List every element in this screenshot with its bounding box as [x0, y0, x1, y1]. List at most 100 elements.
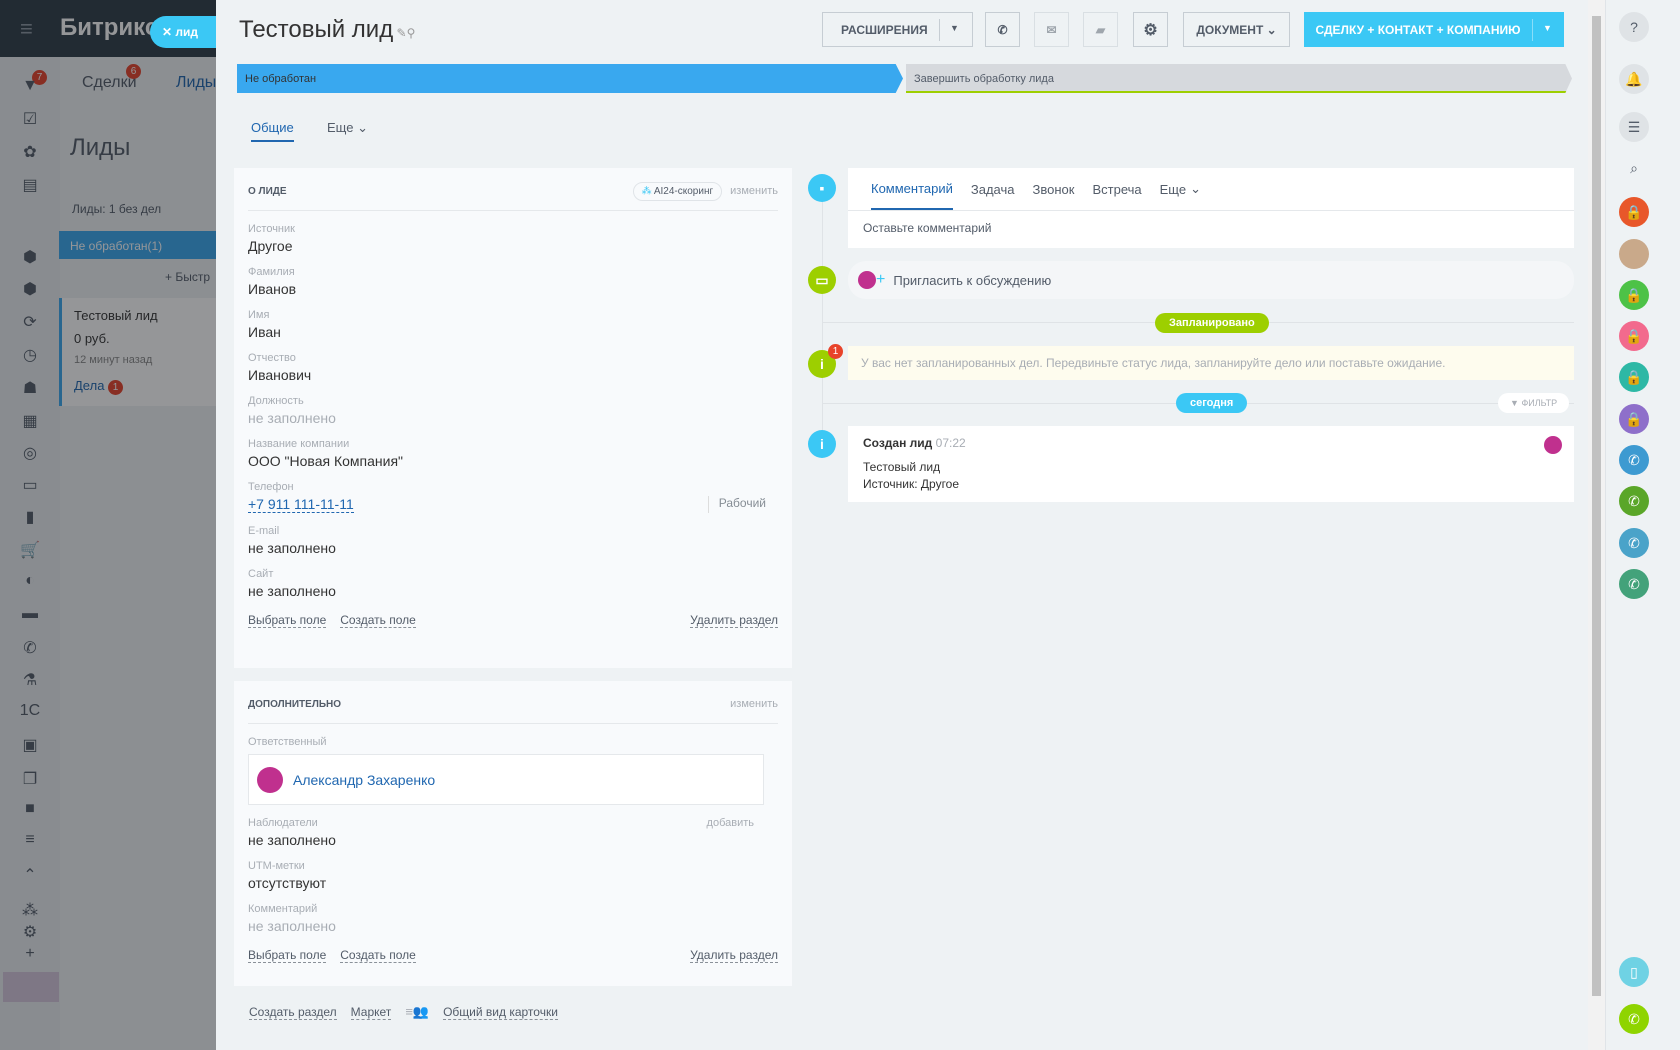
settings-button[interactable]: ⚙: [1133, 12, 1168, 47]
lead-card-deals[interactable]: Дела 1: [74, 378, 204, 395]
create-field-link[interactable]: Создать поле: [340, 613, 416, 628]
close-slider-button[interactable]: ✕ лид: [150, 16, 220, 48]
convert-button[interactable]: СДЕЛКУ + КОНТАКТ + КОМПАНИЮ ▼: [1304, 12, 1564, 47]
grid-icon[interactable]: ▦: [22, 413, 38, 430]
chat-icon: ▰: [1095, 22, 1106, 37]
chevron-down-icon: ⌄: [1190, 181, 1201, 196]
video-icon[interactable]: ■: [25, 800, 35, 817]
edit-link[interactable]: изменить: [730, 185, 778, 197]
extensions-button[interactable]: РАСШИРЕНИЯ ▼: [822, 12, 973, 47]
phone-chat-icon[interactable]: ✆: [1619, 569, 1649, 599]
field-value: Иванов: [248, 281, 297, 297]
phone-chat-icon[interactable]: ✆: [1619, 486, 1649, 516]
cart-icon[interactable]: 🛒: [20, 542, 40, 559]
phone-icon[interactable]: ✆: [23, 640, 37, 657]
mobile-icon[interactable]: ▯: [1619, 957, 1649, 987]
sitemap-icon[interactable]: ⁂: [22, 902, 38, 919]
phone-link[interactable]: +7 911 111-11-11: [248, 496, 354, 513]
comment-icon: ▪: [808, 174, 836, 202]
tab-more[interactable]: Еще ⌄: [327, 120, 368, 135]
field-label: Комментарий: [248, 903, 318, 915]
help-icon[interactable]: ?: [1619, 12, 1649, 42]
stage-current[interactable]: Не обработан: [237, 64, 903, 93]
chevron-down-icon: ⌄: [1266, 22, 1277, 37]
lock-chat-icon[interactable]: 🔒: [1619, 321, 1649, 351]
timeline-tab[interactable]: Встреча: [1092, 181, 1142, 197]
tab-leads[interactable]: Лиды: [176, 74, 216, 91]
chat-button[interactable]: ▰: [1083, 12, 1118, 47]
messenger-icon[interactable]: ☰: [1619, 112, 1649, 142]
groups-icon[interactable]: ✿: [23, 144, 37, 161]
document-button[interactable]: ДОКУМЕНТ ⌄: [1183, 12, 1290, 47]
edit-link[interactable]: изменить: [730, 698, 778, 710]
market-link[interactable]: Маркет: [350, 1004, 392, 1020]
scrollbar[interactable]: [1588, 0, 1605, 1050]
menu-icon[interactable]: ≡: [20, 16, 33, 41]
stage-finish[interactable]: Завершить обработку лида: [906, 64, 1572, 93]
filter-button[interactable]: ▼ ФИЛЬТР: [1498, 393, 1570, 413]
lock-chat-icon[interactable]: 🔒: [1619, 362, 1649, 392]
card-view-link[interactable]: Общий вид карточки: [443, 1004, 558, 1020]
group-avatar[interactable]: [1619, 239, 1649, 269]
call-icon[interactable]: ✆: [1619, 1004, 1649, 1034]
add-icon[interactable]: +: [25, 945, 35, 962]
bell-icon[interactable]: 🔔: [1619, 64, 1649, 94]
comment-input[interactable]: Оставьте комментарий: [863, 221, 992, 235]
robot-icon[interactable]: ☗: [22, 380, 38, 397]
1c-icon[interactable]: 1C: [19, 702, 41, 719]
window-icon[interactable]: ▭: [22, 477, 38, 494]
book-icon[interactable]: ❐: [22, 771, 38, 788]
contacts-icon[interactable]: ▤: [22, 177, 38, 194]
field-label: Имя: [248, 309, 270, 321]
tab-general[interactable]: Общие: [251, 120, 294, 142]
field-label: Ответственный: [248, 736, 327, 748]
edit-title-icon[interactable]: ✎: [393, 26, 407, 40]
tasks-icon[interactable]: ☑: [22, 111, 38, 128]
timeline-tab[interactable]: Комментарий: [871, 168, 953, 210]
lock-chat-icon[interactable]: 🔒: [1619, 280, 1649, 310]
crown-icon[interactable]: [3, 972, 59, 1002]
link-icon[interactable]: ⚲: [406, 26, 416, 40]
clock-icon[interactable]: ◷: [23, 347, 37, 364]
gear-icon: ⚙: [1143, 21, 1158, 39]
tab-deals[interactable]: Сделки: [82, 74, 137, 91]
timeline-tab[interactable]: Еще: [1159, 181, 1187, 197]
search-icon[interactable]: ⌕: [1630, 160, 1638, 176]
collapse-icon[interactable]: ⌃: [23, 867, 37, 884]
sync-icon[interactable]: ⟳: [23, 314, 37, 331]
funnel-icon[interactable]: ▼: [22, 77, 38, 94]
flask-icon[interactable]: ⚗: [22, 672, 38, 689]
moon-icon[interactable]: ◐: [25, 572, 35, 589]
create-section-link[interactable]: Создать раздел: [249, 1004, 337, 1020]
phone-icon: ✆: [997, 22, 1008, 37]
lock-chat-icon[interactable]: 🔒: [1619, 197, 1649, 227]
timeline-tab[interactable]: Задача: [970, 181, 1015, 197]
phone-chat-icon[interactable]: ✆: [1619, 445, 1649, 475]
add-observer-link[interactable]: добавить: [706, 817, 754, 829]
create-field-link[interactable]: Создать поле: [340, 948, 416, 963]
responsible-link[interactable]: Александр Захаренко: [293, 771, 436, 788]
field-value: Другое: [248, 238, 293, 254]
select-field-link[interactable]: Выбрать поле: [248, 613, 327, 628]
target-icon[interactable]: ◎: [23, 445, 37, 462]
call-button[interactable]: ✆: [985, 12, 1020, 47]
field-label: Телефон: [248, 481, 294, 493]
scoring-button[interactable]: ⁂ AI24-скоринг: [632, 181, 723, 201]
settings-icon[interactable]: ⚙: [22, 924, 38, 941]
phone-chat-icon[interactable]: ✆: [1619, 528, 1649, 558]
sliders-icon[interactable]: ≡: [25, 831, 35, 848]
register-icon[interactable]: ▬: [22, 605, 38, 622]
chart-icon[interactable]: ▮: [25, 509, 35, 526]
select-field-link[interactable]: Выбрать поле: [248, 948, 327, 963]
delete-section-link[interactable]: Удалить раздел: [690, 948, 778, 963]
box2-icon[interactable]: ⬢: [23, 281, 37, 298]
box-icon[interactable]: ⬢: [23, 249, 37, 266]
apps-icon[interactable]: ▣: [22, 737, 38, 754]
lock-chat-icon[interactable]: 🔒: [1619, 404, 1649, 434]
timeline-tab[interactable]: Звонок: [1032, 181, 1075, 197]
lead-card[interactable]: Тестовый лид 0 руб. 12 минут назад Дела …: [59, 298, 216, 406]
email-button[interactable]: ✉: [1034, 12, 1069, 47]
delete-section-link[interactable]: Удалить раздел: [690, 613, 778, 628]
quick-add-button[interactable]: + Быстр: [165, 270, 211, 284]
invite-button[interactable]: + Пригласить к обсуждению: [848, 261, 1574, 299]
